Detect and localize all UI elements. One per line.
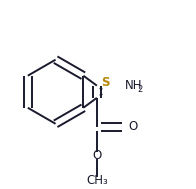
Text: 2: 2 [137,85,142,94]
Text: O: O [92,149,102,162]
Text: S: S [101,76,109,89]
Text: CH₃: CH₃ [86,174,108,187]
Text: O: O [128,120,137,133]
Text: NH: NH [125,79,142,92]
